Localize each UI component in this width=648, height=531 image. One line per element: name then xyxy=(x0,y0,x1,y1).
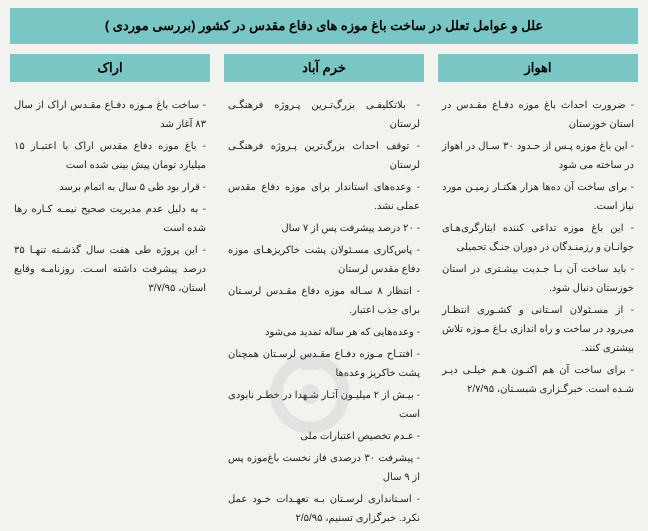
list-item: - وعده‌های استاندار برای موزه دفاع مقدس … xyxy=(228,178,420,216)
list-item: - باغ موزه دفاع مقدس اراک با اعتبـار ۱۵ … xyxy=(14,137,206,175)
column-body-ahvaz: - ضرورت احداث باغ موزه دفـاع مقـدس در اس… xyxy=(438,96,638,402)
list-item: - باید ساخت آن بـا جـدیت بیشـتری در استا… xyxy=(442,260,634,298)
list-item: - این باغ موزه پـس از حـدود ۳۰ سـال در ا… xyxy=(442,137,634,175)
list-item: - پیشرفت ۳۰ درصدی فاز نخست باغ‌موزه پس ا… xyxy=(228,449,420,487)
column-header-ahvaz: اهواز xyxy=(438,54,638,82)
list-item: - انتظار ۸ سـاله موزه دفاع مقـدس لرسـتان… xyxy=(228,282,420,320)
list-item: - افتتـاح مـوزه دفـاع مقـدس لرسـتان همچن… xyxy=(228,345,420,383)
column-body-khorramabad: - بلاتکلیفـی بزرگ‌تـرین پـروژه فرهنگـی ل… xyxy=(224,96,424,531)
list-item: - ضرورت احداث باغ موزه دفـاع مقـدس در اس… xyxy=(442,96,634,134)
list-item: - برای ساخت آن ده‌ها هزار هکتـار زمیـن م… xyxy=(442,178,634,216)
column-header-khorramabad: خرم آباد xyxy=(224,54,424,82)
columns-container: اراک - ساخت باغ مـوزه دفـاع مقـدس اراک ا… xyxy=(0,54,648,531)
column-header-arak: اراک xyxy=(10,54,210,82)
column-arak: اراک - ساخت باغ مـوزه دفـاع مقـدس اراک ا… xyxy=(10,54,210,531)
list-item: - قرار بود طی ۵ سال به اتمام برسد xyxy=(14,178,206,197)
column-ahvaz: اهواز - ضرورت احداث باغ موزه دفـاع مقـدس… xyxy=(438,54,638,531)
list-item: - عـدم تخصیص اعتبارات ملی xyxy=(228,427,420,446)
column-body-arak: - ساخت باغ مـوزه دفـاع مقـدس اراک از سال… xyxy=(10,96,210,301)
list-item: - به دلیل عدم مدیریت صحیح نیمـه کـاره ره… xyxy=(14,200,206,238)
list-item: - برای ساخت آن هم اکنـون هـم خیلـی دیـر … xyxy=(442,361,634,399)
page-title: علل و عوامل تعلل در ساخت باغ موزه های دف… xyxy=(10,8,638,44)
list-item: - از مسـئولان اسـتانی و کشـوری انتظـار م… xyxy=(442,301,634,358)
list-item: - بیـش از ۲ میلیـون آثـار شـهدا در خطـر … xyxy=(228,386,420,424)
list-item: - ساخت باغ مـوزه دفـاع مقـدس اراک از سال… xyxy=(14,96,206,134)
column-khorramabad: خرم آباد - بلاتکلیفـی بزرگ‌تـرین پـروژه … xyxy=(224,54,424,531)
list-item: - این باغ موزه تداعی کننده ایثارگری‌هـای… xyxy=(442,219,634,257)
list-item: - اسـتانداری لرسـتان بـه تعهـدات خـود عم… xyxy=(228,490,420,528)
list-item: - بلاتکلیفـی بزرگ‌تـرین پـروژه فرهنگـی ل… xyxy=(228,96,420,134)
list-item: - وعده‌هایی که هر ساله تمدید می‌شود xyxy=(228,323,420,342)
list-item: - پاس‌کاری مسـئولان پشت خاکریزهـای موزه … xyxy=(228,241,420,279)
list-item: - توقف احداث بزرگ‌ترین پـروژه فرهنگـی لر… xyxy=(228,137,420,175)
list-item: - ۲۰ درصد پیشرفت پس از ۷ سال xyxy=(228,219,420,238)
list-item: - این پروژه طی هفت سال گذشـته تنهـا ۳۵ د… xyxy=(14,241,206,298)
